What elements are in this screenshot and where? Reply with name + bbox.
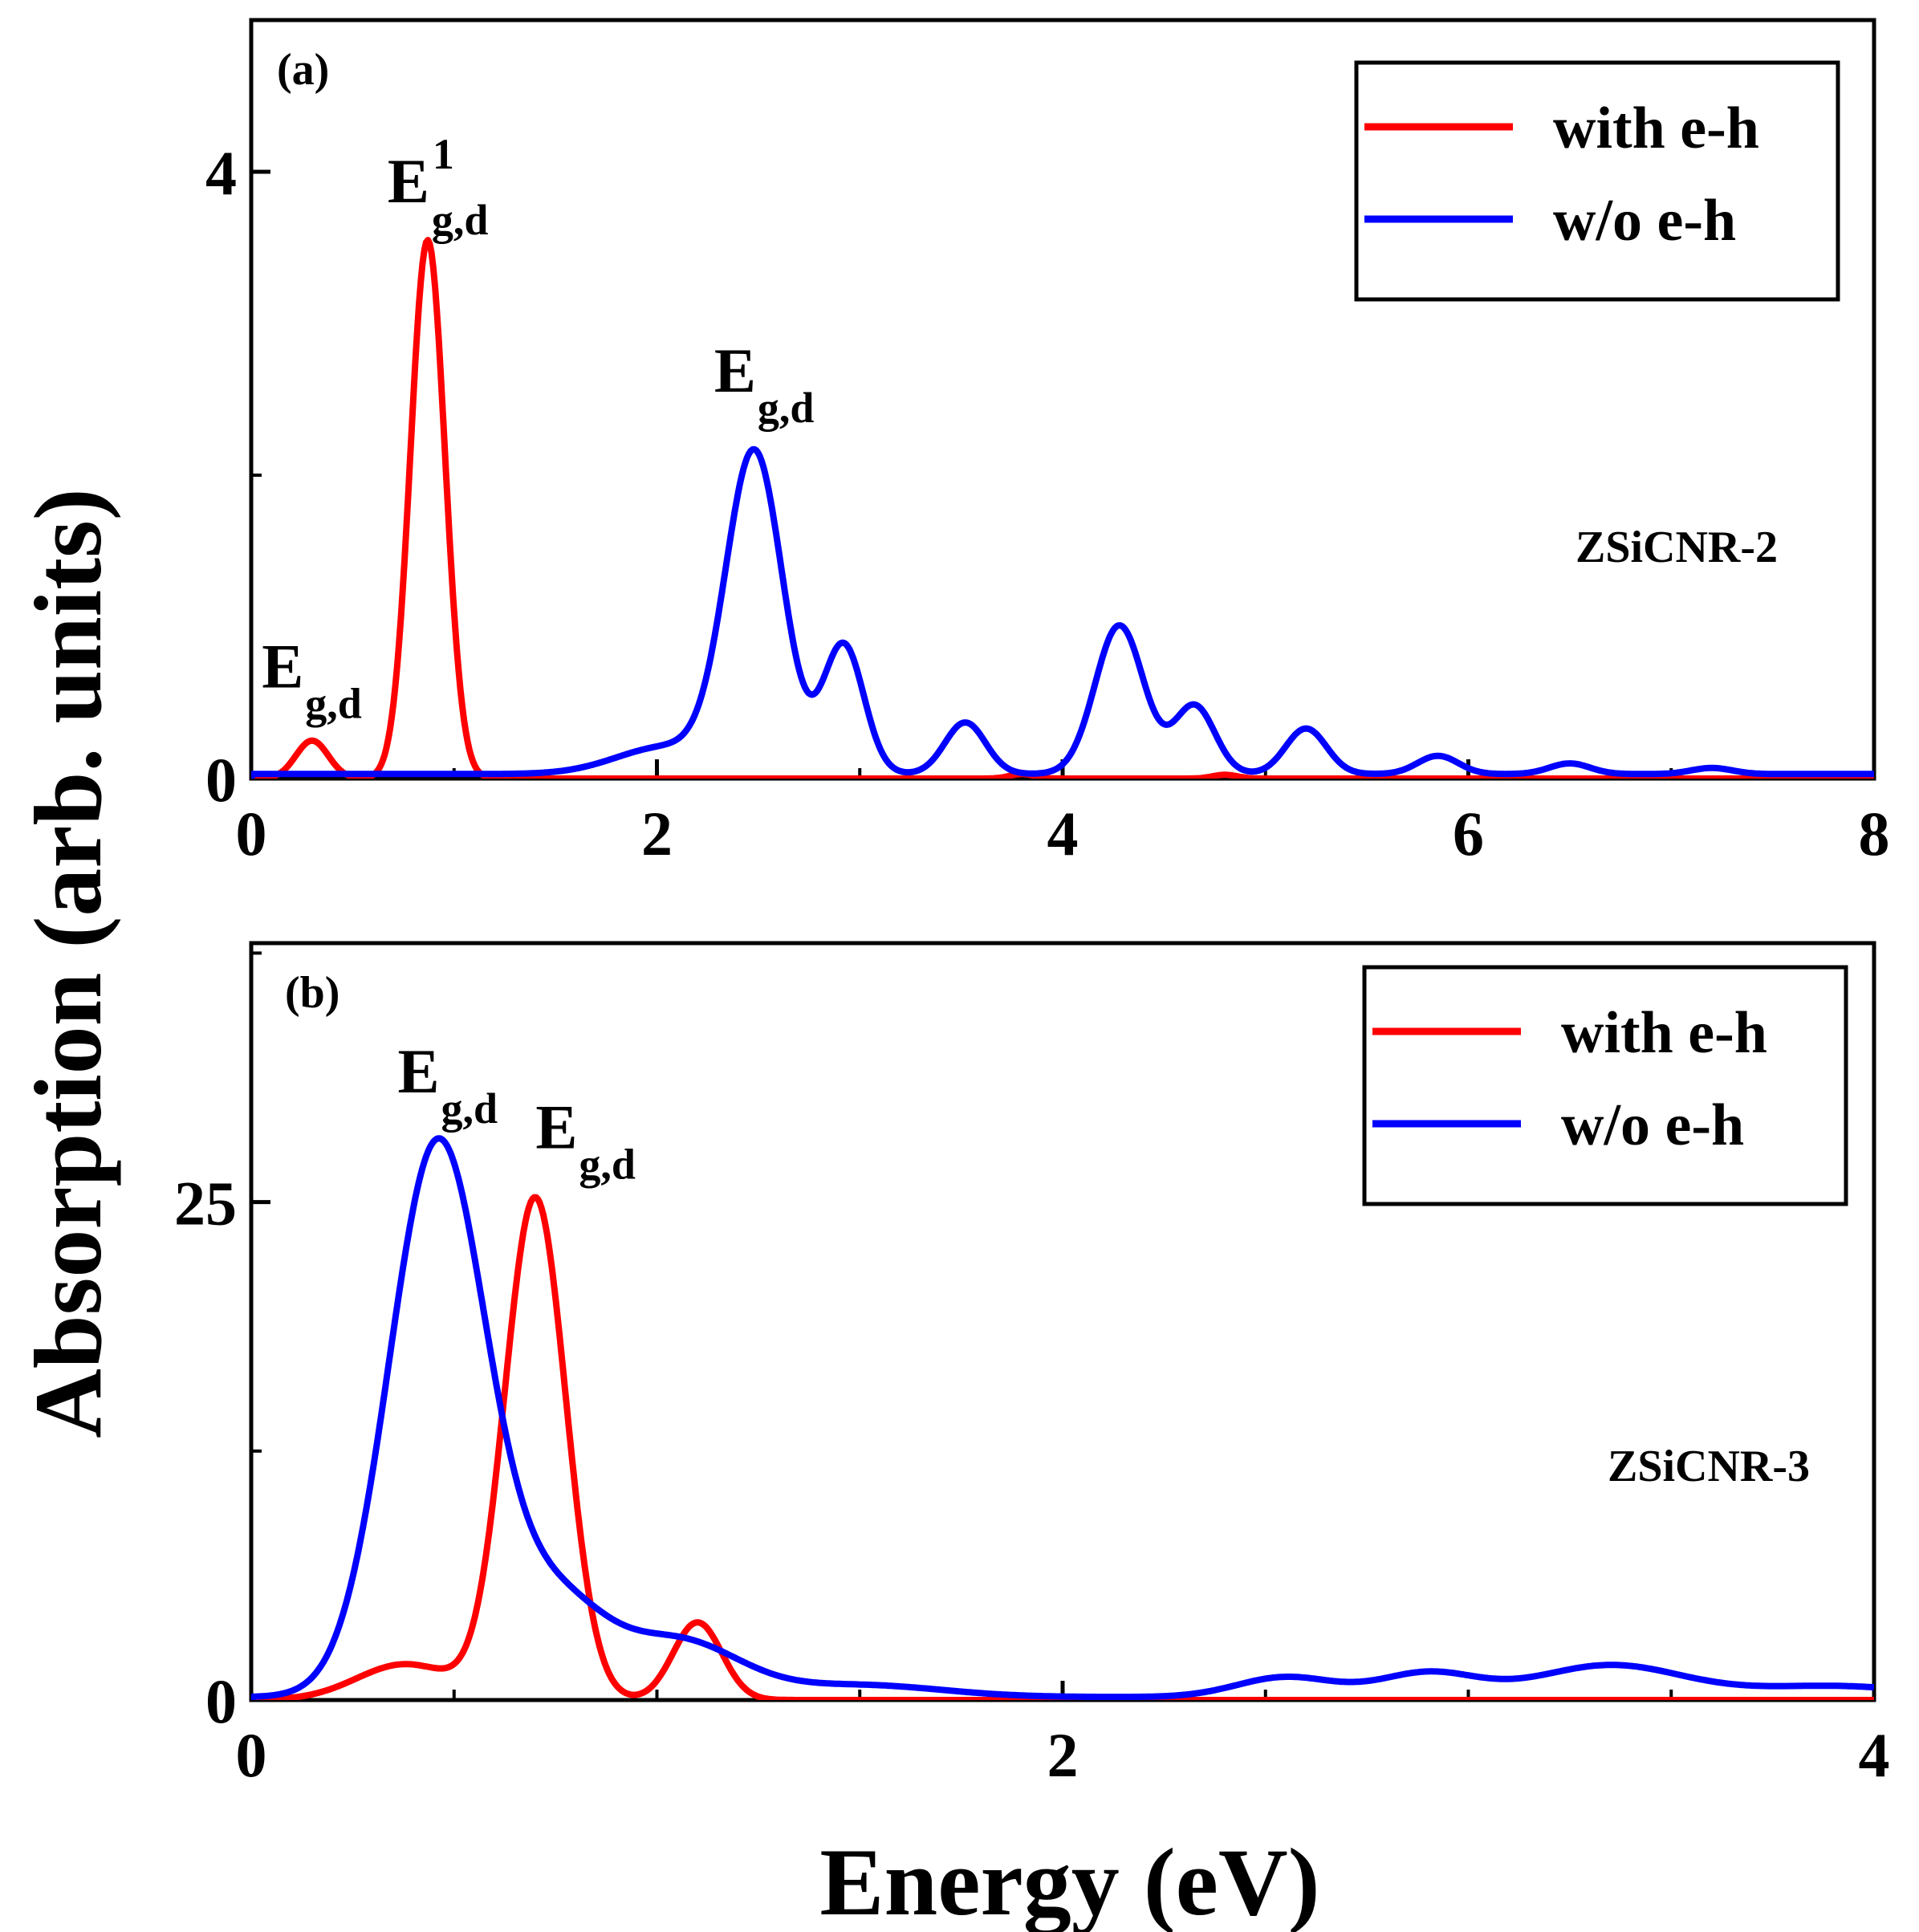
x-tick-label: 6: [1453, 799, 1484, 868]
x-axis-title: Energy (eV): [819, 1828, 1319, 1932]
y-tick-label: 4: [205, 138, 237, 208]
legend-box: [1362, 965, 1848, 1206]
legend-label: with e-h: [1553, 96, 1759, 161]
series-line-with-eh: [251, 1194, 1874, 1700]
peak-annotation: Eg,d: [714, 336, 815, 432]
x-tick-label: 4: [1859, 1720, 1890, 1790]
series-line-without-eh: [251, 445, 1874, 779]
series-line-without-eh: [251, 1135, 1874, 1700]
panel-b: 0 2 4 0 25 Eg,d Eg,d (b) ZSiCNR-3 with e-h w/o e-h: [174, 941, 1890, 1790]
y-tick-label: 25: [174, 1169, 237, 1239]
peak-annotation: Eg,d: [535, 1092, 636, 1189]
legend-label: with e-h: [1561, 1000, 1767, 1066]
x-tick-label: 2: [641, 799, 673, 868]
legend: with e-h w/o e-h: [1354, 60, 1840, 302]
legend-label: w/o e-h: [1561, 1092, 1744, 1158]
peak-annotation: Eg,d: [262, 632, 362, 728]
y-tick-label: 0: [205, 1666, 237, 1736]
legend-box: [1354, 60, 1840, 302]
series-line-with-eh: [251, 237, 1874, 779]
sample-label: ZSiCNR-2: [1575, 523, 1778, 572]
peak-annotation: E1 g,d: [388, 130, 489, 244]
panel-label: (a): [277, 45, 329, 95]
x-tick-label: 0: [236, 1720, 267, 1790]
x-tick-label: 8: [1859, 799, 1890, 868]
legend: with e-h w/o e-h: [1362, 965, 1848, 1206]
x-tick-label: 4: [1047, 799, 1079, 868]
x-tick-label: 0: [236, 799, 267, 868]
y-axis-title: Absorption (arb. units): [14, 488, 121, 1438]
sample-label: ZSiCNR-3: [1608, 1442, 1810, 1491]
peak-annotation: Eg,d: [398, 1036, 498, 1133]
panel-label: (b): [285, 968, 339, 1018]
x-tick-label: 2: [1047, 1720, 1079, 1790]
y-tick-label: 0: [205, 745, 237, 815]
legend-label: w/o e-h: [1553, 188, 1736, 254]
